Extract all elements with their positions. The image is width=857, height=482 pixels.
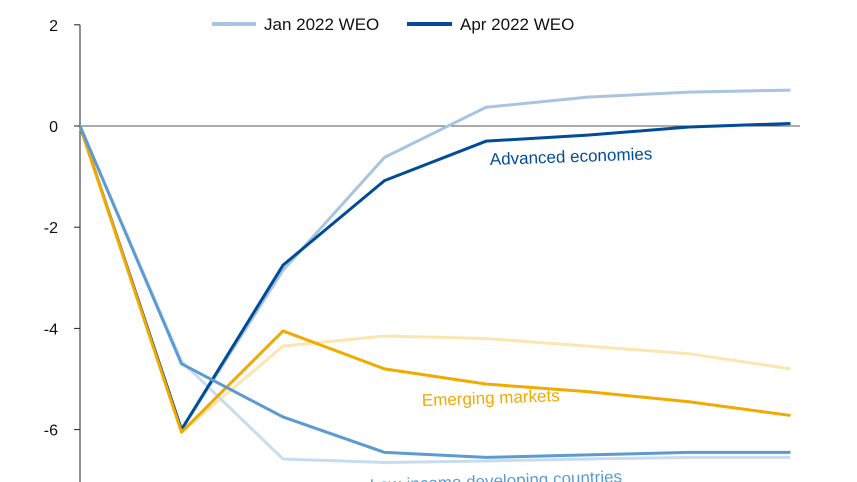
series-labels: Advanced economies Emerging markets Low-in… bbox=[369, 144, 652, 482]
axes: 2 0 -2 -4 -6 bbox=[44, 18, 800, 482]
y-tick-label: -2 bbox=[44, 220, 58, 237]
y-tick-label: -6 bbox=[44, 423, 58, 440]
y-tick-label: 0 bbox=[49, 119, 58, 136]
series-line-emerging-markets-jan bbox=[78, 125, 791, 434]
series-label: Emerging markets bbox=[421, 386, 560, 410]
series-label: Advanced economies bbox=[489, 144, 652, 169]
y-tick-label: 2 bbox=[49, 18, 58, 35]
series-line-advanced-economies-jan bbox=[78, 88, 791, 432]
series-lines bbox=[78, 88, 791, 464]
series-label: Low-income developing countries bbox=[369, 467, 622, 482]
series-line-low-income-developing-countries-jan bbox=[78, 125, 791, 464]
y-tick-label: -4 bbox=[44, 321, 58, 338]
series-line-low-income-developing-countries-apr bbox=[78, 125, 791, 459]
series-line-advanced-economies-apr bbox=[78, 121, 791, 432]
legend-label: Apr 2022 WEO bbox=[460, 15, 574, 34]
series-line-emerging-markets-apr bbox=[78, 125, 791, 434]
legend: Jan 2022 WEO Apr 2022 WEO bbox=[212, 15, 574, 34]
legend-label: Jan 2022 WEO bbox=[264, 15, 379, 34]
